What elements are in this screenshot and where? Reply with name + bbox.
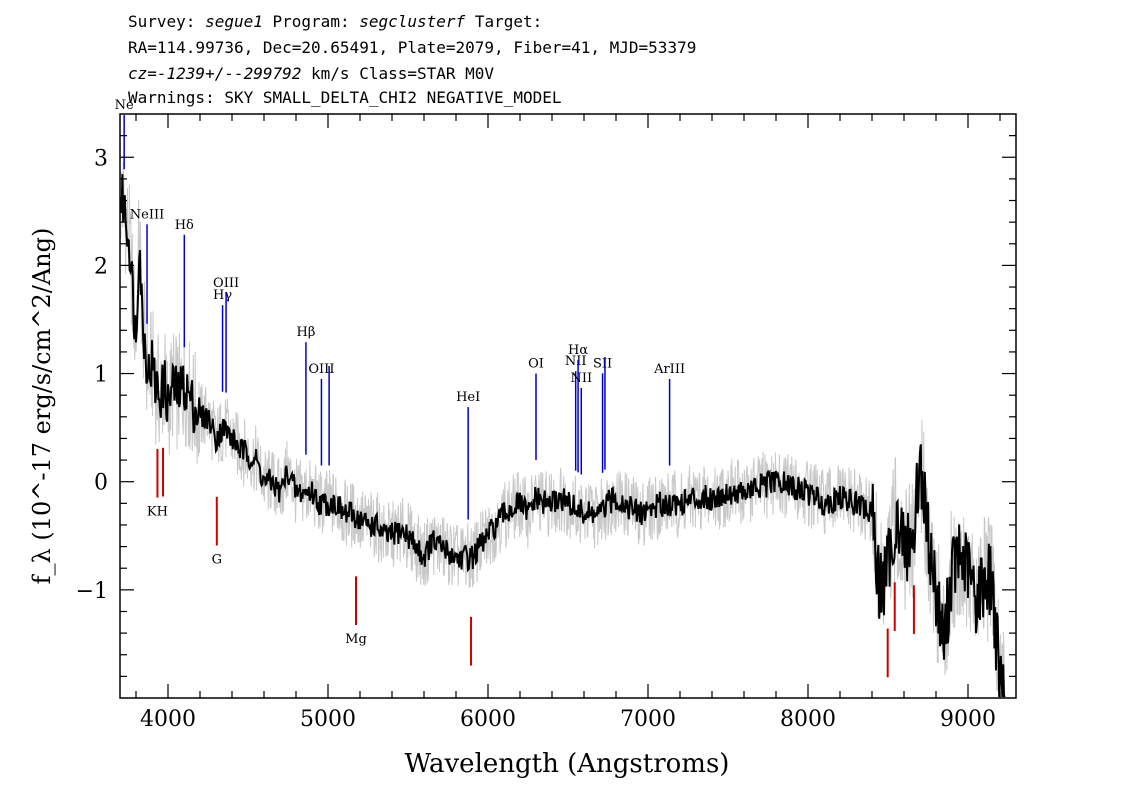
absorption-line-label: G bbox=[212, 553, 222, 568]
emission-line-label: HeI bbox=[456, 390, 480, 405]
x-tick-label: 9000 bbox=[940, 707, 996, 732]
y-axis-label: f_λ (10^-17 erg/s/cm^2/Ang) bbox=[28, 228, 56, 585]
emission-line-label: OIII bbox=[308, 362, 334, 377]
header-line-coords: RA=114.99736, Dec=20.65491, Plate=2079, … bbox=[128, 38, 697, 57]
emission-line-label: Hγ bbox=[213, 288, 232, 303]
plot-frame bbox=[119, 113, 1017, 699]
header-line-survey: Survey: segue1 Program: segclusterf Targ… bbox=[128, 12, 542, 31]
absorption-line-label: Mg bbox=[345, 632, 367, 647]
error-trace bbox=[120, 161, 1005, 698]
absorption-line-label: KH bbox=[147, 505, 168, 520]
redshift-value: cz=-1239+/--299792 bbox=[128, 64, 302, 83]
x-tick-label: 7000 bbox=[620, 707, 676, 732]
y-tick-label: 1 bbox=[94, 363, 108, 388]
header-line-redshift: cz=-1239+/--299792 km/s Class=STAR M0V bbox=[128, 64, 494, 83]
y-tick-label: 3 bbox=[94, 146, 108, 171]
emission-line-label: Ne bbox=[115, 98, 134, 113]
x-tick-label: 5000 bbox=[300, 707, 356, 732]
svg-text:f_λ (10^-17 erg/s/cm^2/Ang): f_λ (10^-17 erg/s/cm^2/Ang) bbox=[28, 228, 56, 585]
emission-line-label: ArIII bbox=[653, 362, 685, 377]
survey-value: segue1 bbox=[205, 12, 263, 31]
emission-line-label: Hα bbox=[568, 343, 588, 358]
flux-line bbox=[120, 174, 1006, 698]
emission-line-label: NII bbox=[565, 354, 587, 369]
header-line-warnings: Warnings: SKY SMALL_DELTA_CHI2 NEGATIVE_… bbox=[128, 88, 562, 107]
x-axis-label: Wavelength (Angstroms) bbox=[405, 749, 730, 779]
x-tick-label: 6000 bbox=[460, 707, 516, 732]
program-label: Program: bbox=[272, 12, 350, 31]
x-tick-label: 8000 bbox=[780, 707, 836, 732]
emission-line-label: NII bbox=[570, 371, 592, 386]
y-tick-label: 0 bbox=[94, 471, 108, 496]
flux-series bbox=[120, 174, 1006, 698]
emission-line-label: Hδ bbox=[175, 218, 194, 233]
y-tick-label: 2 bbox=[94, 254, 108, 279]
axes: 4000 5000 6000 7000 8000 9000 −1 0 1 2 3 bbox=[76, 113, 1017, 732]
error-band bbox=[120, 161, 1005, 698]
emission-line-label: Hβ bbox=[296, 325, 315, 340]
x-tick-label: 4000 bbox=[140, 707, 196, 732]
emission-line-label: OIII bbox=[213, 276, 239, 291]
target-label: Target: bbox=[474, 12, 543, 31]
emission-line-label: OI bbox=[528, 357, 544, 372]
emission-line-label: SII bbox=[593, 356, 612, 371]
class-value: km/s Class=STAR M0V bbox=[311, 64, 495, 83]
emission-line-label: NeIII bbox=[130, 207, 164, 222]
program-value: segclusterf bbox=[359, 12, 466, 31]
survey-label: Survey: bbox=[128, 12, 196, 31]
y-tick-label: −1 bbox=[76, 579, 108, 604]
